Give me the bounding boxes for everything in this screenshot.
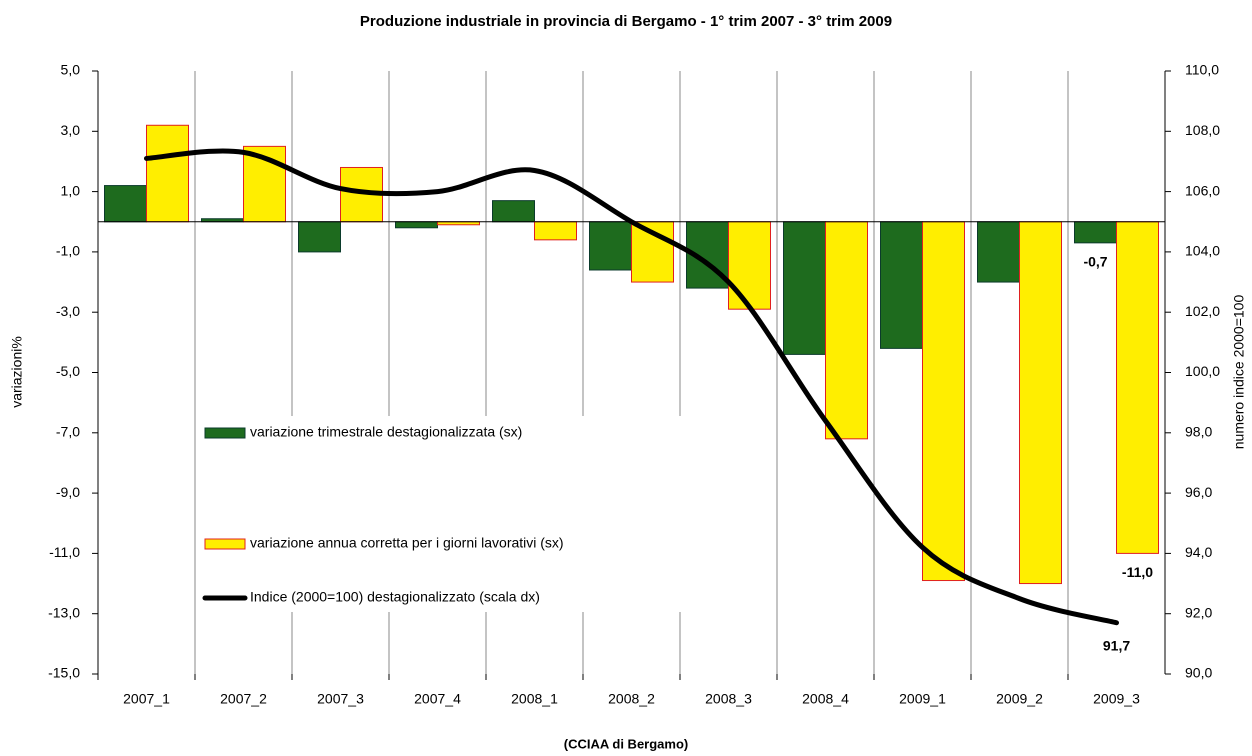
y2-tick-label: 92,0 (1185, 604, 1212, 620)
bar (589, 221, 632, 271)
y-tick-label: -13,0 (48, 604, 80, 620)
x-tick-label: 2008_2 (608, 691, 655, 707)
x-tick-label: 2007_3 (317, 691, 364, 707)
y-tick-label: -11,0 (49, 544, 80, 560)
y2-tick-label: 102,0 (1185, 303, 1220, 319)
data-label: -0,7 (1083, 254, 1107, 270)
legend-swatch (204, 427, 246, 439)
legend-label: Indice (2000=100) destagionalizzato (sca… (250, 589, 540, 605)
y2-tick-label: 96,0 (1185, 484, 1212, 500)
x-tick-label: 2007_2 (220, 691, 267, 707)
y-tick-label: -9,0 (56, 484, 80, 500)
y-tick-label: 3,0 (61, 122, 81, 138)
bar (395, 221, 438, 229)
y2-tick-label: 90,0 (1185, 665, 1212, 681)
bar (534, 221, 577, 241)
bar (1074, 221, 1117, 244)
y-tick-label: 1,0 (61, 182, 81, 198)
bar (977, 221, 1020, 283)
bar (492, 200, 535, 223)
bar (1019, 221, 1062, 585)
y-axis-title: variazioni% (9, 336, 25, 408)
y-tick-label: -1,0 (56, 243, 80, 259)
y2-axis-title: numero indice 2000=100 (1231, 295, 1247, 450)
x-tick-label: 2008_4 (802, 691, 849, 707)
x-tick-label: 2009_1 (899, 691, 946, 707)
legend-label: variazione trimestrale destagionalizzata… (250, 424, 522, 440)
y-tick-label: -3,0 (56, 303, 80, 319)
y2-tick-label: 100,0 (1185, 363, 1220, 379)
chart-title: Produzione industriale in provincia di B… (360, 13, 892, 30)
y-tick-label: -15,0 (48, 665, 80, 681)
x-tick-label: 2007_4 (414, 691, 461, 707)
y2-tick-label: 104,0 (1185, 243, 1220, 259)
y2-tick-label: 98,0 (1185, 424, 1212, 440)
x-tick-label: 2009_2 (996, 691, 1043, 707)
source: (CCIAA di Bergamo) (564, 736, 688, 751)
bar (146, 124, 189, 223)
bar (1116, 221, 1159, 554)
data-label: 91,7 (1103, 637, 1130, 653)
bar (104, 185, 147, 223)
x-tick-label: 2009_3 (1093, 691, 1140, 707)
x-tick-label: 2008_3 (705, 691, 752, 707)
y2-tick-label: 110,0 (1185, 62, 1219, 78)
legend-swatch (204, 538, 246, 550)
line (144, 148, 1119, 626)
y-tick-label: 5,0 (61, 62, 81, 78)
y-tick-label: -7,0 (56, 424, 80, 440)
bar (298, 221, 341, 253)
x-tick-label: 2008_1 (511, 691, 558, 707)
legend-label: variazione annua corretta per i giorni l… (250, 535, 564, 551)
y2-tick-label: 108,0 (1185, 122, 1220, 138)
bar (922, 221, 965, 582)
y2-tick-label: 94,0 (1185, 544, 1212, 560)
legend: variazione trimestrale destagionalizzata… (196, 416, 696, 612)
y-tick-label: -5,0 (56, 363, 80, 379)
x-tick-label: 2007_1 (123, 691, 170, 707)
bar (880, 221, 923, 349)
bar (728, 221, 771, 310)
legend-box (196, 416, 696, 612)
y2-tick-label: 106,0 (1185, 182, 1220, 198)
bar (825, 221, 868, 440)
data-label: -11,0 (1122, 564, 1153, 580)
bar (783, 221, 826, 355)
